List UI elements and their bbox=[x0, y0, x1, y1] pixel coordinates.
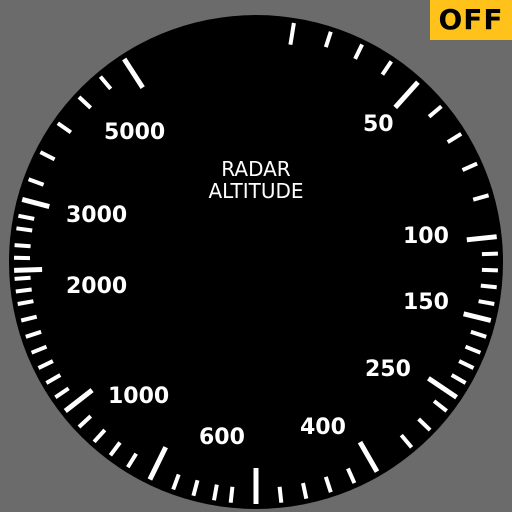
scale-tick bbox=[16, 226, 33, 233]
scale-label-100: 100 bbox=[403, 224, 449, 249]
scale-label-50: 50 bbox=[363, 112, 394, 137]
scale-tick bbox=[427, 104, 443, 119]
scale-label-3000: 3000 bbox=[66, 203, 127, 228]
scale-label-5000: 5000 bbox=[104, 120, 165, 145]
scale-tick bbox=[346, 467, 357, 484]
off-flag: OFF bbox=[430, 0, 512, 40]
scale-tick bbox=[380, 60, 393, 76]
scale-tick bbox=[466, 234, 497, 243]
scale-tick bbox=[472, 193, 490, 202]
scale-tick bbox=[92, 428, 107, 444]
scale-tick bbox=[39, 150, 56, 162]
scale-tick bbox=[122, 57, 145, 89]
scale-tick bbox=[25, 329, 42, 339]
scale-tick bbox=[191, 479, 200, 497]
scale-tick bbox=[14, 275, 31, 281]
scale-tick bbox=[108, 441, 122, 457]
scale-label-150: 150 bbox=[403, 290, 449, 315]
scale-label-400: 400 bbox=[300, 415, 346, 440]
scale-tick bbox=[458, 359, 475, 370]
scale-tick bbox=[288, 22, 296, 46]
scale-label-1000: 1000 bbox=[108, 384, 169, 409]
scale-tick bbox=[77, 414, 93, 429]
scale-tick bbox=[353, 43, 364, 60]
scale-tick bbox=[357, 440, 380, 473]
scale-label-250: 250 bbox=[365, 357, 411, 382]
scale-tick bbox=[77, 95, 93, 110]
scale-tick bbox=[277, 486, 284, 503]
scale-tick bbox=[54, 386, 70, 399]
title-line-1: RADAR bbox=[221, 157, 290, 181]
scale-tick bbox=[30, 344, 48, 355]
scale-label-600: 600 bbox=[199, 425, 245, 450]
scale-tick bbox=[481, 251, 498, 257]
scale-tick bbox=[470, 329, 487, 339]
scale-tick bbox=[17, 299, 34, 306]
scale-tick bbox=[228, 486, 235, 503]
scale-tick bbox=[301, 482, 309, 500]
scale-tick bbox=[450, 373, 467, 385]
scale-ticks bbox=[13, 22, 498, 504]
scale-tick bbox=[14, 243, 31, 249]
scale-tick bbox=[464, 344, 482, 355]
scale-tick bbox=[446, 132, 463, 144]
scale-tick bbox=[432, 399, 448, 413]
dial-face bbox=[9, 15, 503, 509]
scale-tick bbox=[147, 446, 168, 481]
scale-tick bbox=[15, 287, 32, 294]
scale-tick bbox=[126, 452, 138, 469]
scale-tick bbox=[18, 213, 35, 221]
scale-tick bbox=[27, 177, 45, 187]
scale-tick bbox=[63, 388, 94, 413]
scale-tick bbox=[463, 311, 492, 323]
scale-tick bbox=[56, 121, 73, 135]
scale-tick bbox=[478, 299, 495, 306]
scale-tick bbox=[481, 267, 498, 273]
scale-tick bbox=[21, 196, 50, 210]
scale-tick bbox=[323, 31, 333, 48]
scale-tick bbox=[427, 376, 458, 400]
scale-tick bbox=[417, 417, 432, 432]
scale-tick bbox=[45, 373, 62, 385]
scale-tick bbox=[212, 484, 219, 501]
scale-tick bbox=[20, 314, 38, 323]
scale-tick bbox=[14, 267, 43, 273]
title-line-2: ALTITUDE bbox=[208, 179, 303, 203]
scale-tick bbox=[461, 161, 478, 172]
scale-tick bbox=[393, 80, 420, 110]
scale-tick bbox=[98, 75, 113, 91]
scale-tick bbox=[37, 359, 54, 370]
scale-label-2000: 2000 bbox=[66, 274, 127, 299]
scale-tick bbox=[323, 476, 333, 493]
scale-tick bbox=[399, 433, 414, 449]
scale-tick bbox=[480, 283, 497, 290]
scale-tick bbox=[171, 473, 181, 491]
